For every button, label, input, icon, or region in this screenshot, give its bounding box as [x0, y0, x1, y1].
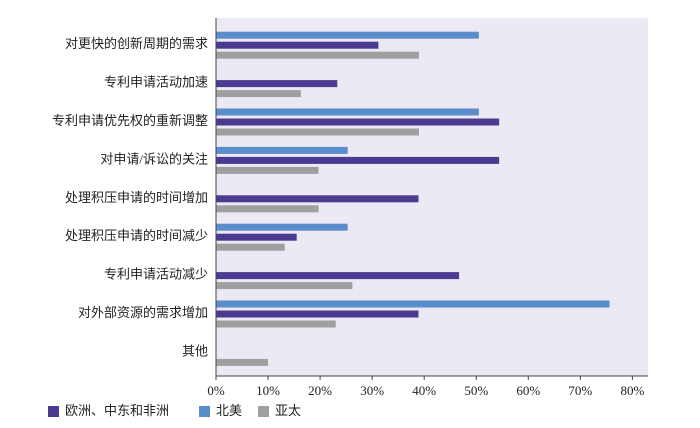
bar [216, 282, 353, 290]
legend-swatch [199, 406, 210, 417]
y-tick-label: 专利申请优先权的重新调整 [52, 113, 208, 128]
bar [216, 90, 301, 98]
legend-label: 欧洲、中东和非洲 [65, 403, 169, 418]
bar [216, 300, 610, 308]
bar [216, 223, 348, 231]
x-tick-label: 50% [464, 383, 488, 398]
legend-label: 亚太 [275, 403, 301, 418]
x-tick-label: 60% [516, 383, 540, 398]
x-tick-label: 0% [207, 383, 225, 398]
x-tick-label: 40% [412, 383, 436, 398]
bar [216, 166, 319, 174]
bar [216, 31, 479, 39]
bar [216, 108, 479, 116]
y-tick-label: 专利申请活动减少 [104, 267, 208, 282]
y-tick-label: 对更快的创新周期的需求 [65, 36, 208, 51]
legend-label: 北美 [216, 403, 242, 418]
legend-swatch [258, 406, 269, 417]
x-tick-label: 10% [256, 383, 280, 398]
legend-swatch [48, 406, 59, 417]
bar [216, 243, 285, 251]
bar [216, 233, 297, 241]
y-tick-label: 专利申请活动加速 [104, 75, 208, 90]
bar [216, 41, 379, 49]
bar [216, 128, 419, 136]
bar [216, 272, 460, 280]
bar [216, 146, 348, 154]
y-tick-label: 处理积压申请的时间减少 [65, 228, 208, 243]
bar [216, 51, 419, 59]
bar [216, 205, 319, 213]
x-tick-label: 70% [568, 383, 592, 398]
bar [216, 118, 500, 126]
y-tick-label: 其他 [182, 343, 208, 358]
x-tick-label: 30% [360, 383, 384, 398]
bar [216, 310, 419, 318]
bar [216, 195, 419, 203]
bar [216, 320, 336, 328]
bar [216, 358, 269, 366]
bar [216, 156, 500, 164]
y-tick-label: 处理积压申请的时间增加 [65, 190, 208, 205]
x-tick-label: 20% [308, 383, 332, 398]
x-tick-label: 80% [620, 383, 644, 398]
y-tick-label: 对外部资源的需求增加 [78, 305, 208, 320]
bar [216, 80, 338, 88]
y-tick-label: 对申请/诉讼的关注 [100, 151, 208, 166]
